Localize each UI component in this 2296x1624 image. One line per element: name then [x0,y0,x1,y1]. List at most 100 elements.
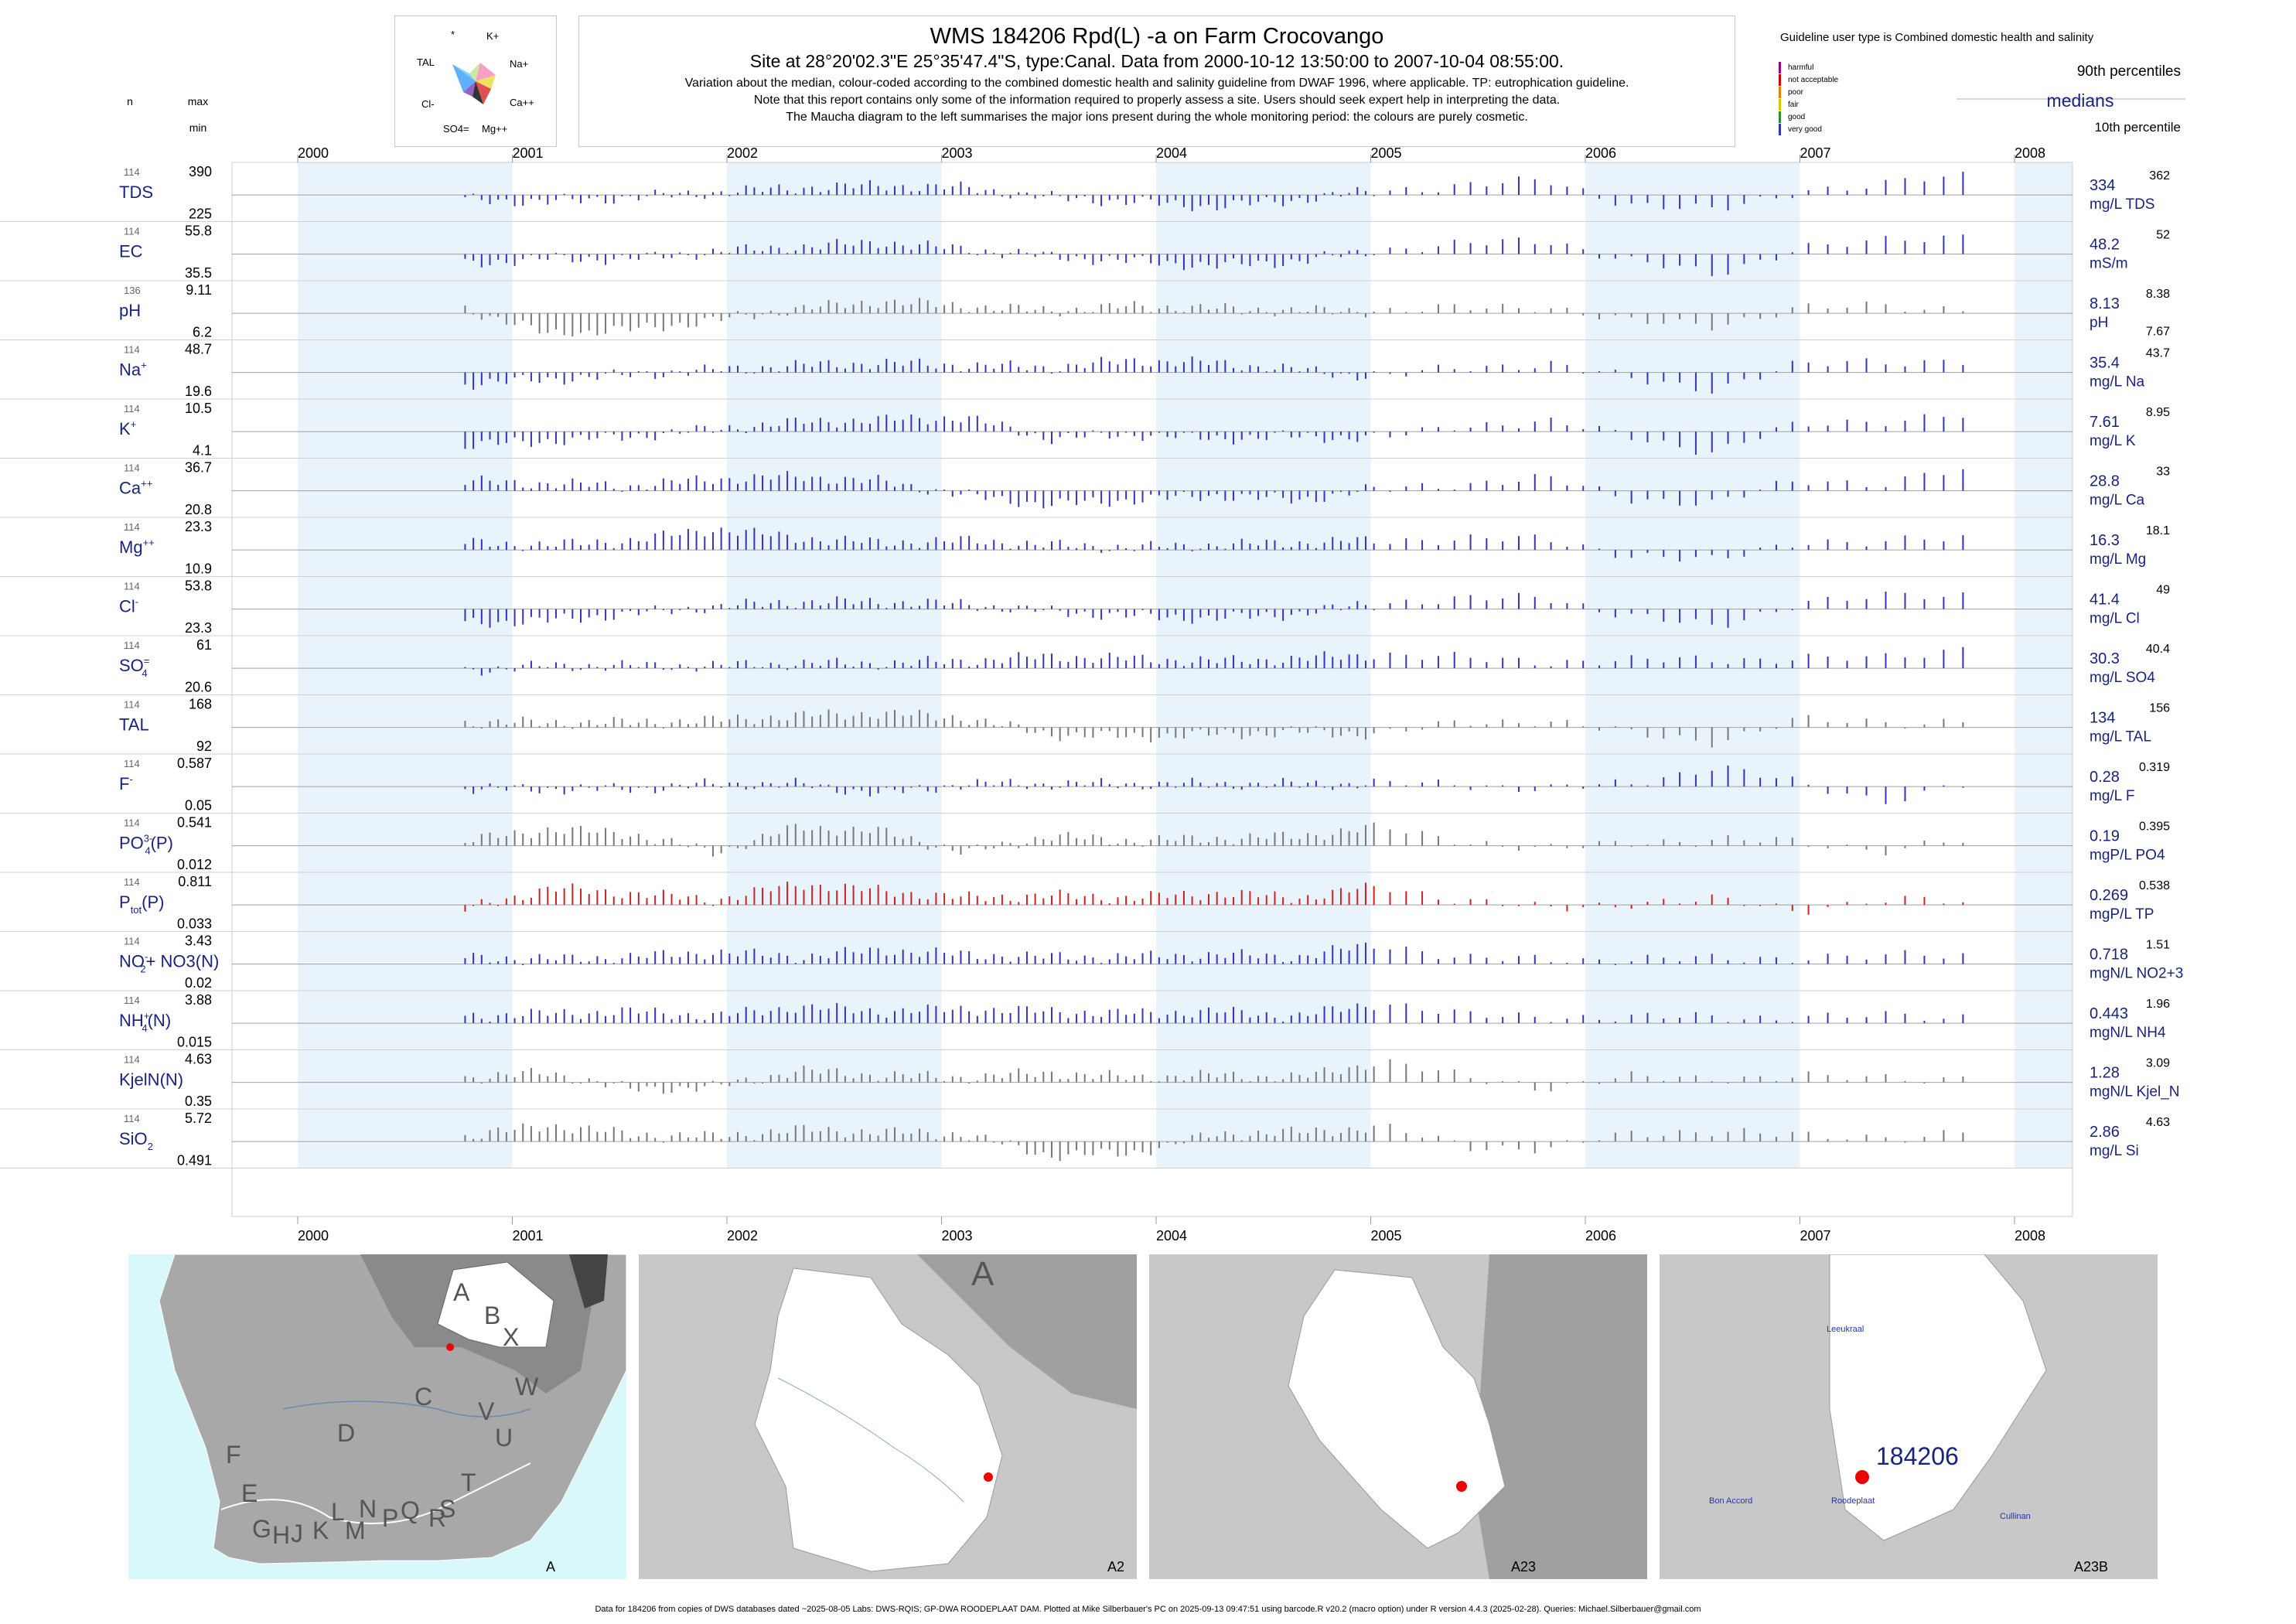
map-region-label: D [337,1419,355,1447]
row-max: 23.3 [185,519,212,534]
description-line: Note that this report contains only some… [753,94,1561,107]
map-region-label: M [345,1517,366,1544]
row-median: 134 [2090,710,2115,727]
row-p90: 3.09 [2146,1057,2170,1070]
map-region-label: F [226,1441,241,1469]
row-n: 114 [124,521,140,533]
legend-swatch [1779,111,1781,123]
row-unit: mg/L Ca [2090,493,2145,509]
variable-row-f: 114 0.587 0.05 F- 0.28 mg/L F 0.319 [0,756,2170,814]
row-median: 7.61 [2090,414,2120,431]
legend-class-label: harmful [1788,63,1813,72]
barcode-marks [464,1059,1964,1094]
row-n: 114 [124,758,140,769]
barcode-marks [464,822,1964,857]
row-unit: mgP/L TP [2090,906,2154,923]
legend-title: Guideline user type is Combined domestic… [1780,31,2094,44]
row-n: 114 [124,936,140,947]
map-region-label: E [241,1479,258,1507]
barcode-marks [464,527,1964,562]
row-max: 390 [189,164,212,179]
footer-note: Data for 184206 from copies of DWS datab… [595,1605,1701,1614]
row-p90: 40.4 [2146,643,2170,656]
row-p90: 52 [2156,229,2170,242]
row-unit: mgN/L NH4 [2090,1025,2166,1041]
x-tick-label: 2000 [298,145,329,161]
barcode-marks [464,882,1964,915]
row-max: 0.811 [178,874,212,889]
barcode-marks [464,1123,1964,1162]
map-panel-a2: A A2 [639,1254,1137,1579]
row-p10: 7.67 [2146,326,2170,339]
legend-medians: medians [2047,90,2114,111]
barcode-marks [464,414,1964,455]
row-p90: 362 [2149,169,2170,183]
chart-title: WMS 184206 Rpd(L) -a on Farm Crocovango [930,24,1384,49]
barcode-marks [464,234,1964,276]
row-min: 4.1 [193,443,212,459]
row-label: Cl- [119,596,138,616]
header-n: n [127,95,133,107]
barcode-marks [464,356,1964,394]
row-unit: mg/L K [2090,433,2136,449]
barcode-marks [464,647,1964,676]
row-max: 5.72 [185,1111,212,1126]
maucha-label: Cl- [421,98,435,110]
legend-swatch [1779,124,1781,135]
row-label: NO-2+ NO3(N) [119,951,219,975]
barcode-marks [464,943,1964,966]
legend-swatch [1779,87,1781,98]
site-info: Site at 28°20'02.3"E 25°35'47.4"S, type:… [749,51,1564,71]
site-marker [984,1472,993,1482]
row-unit: mg/L Si [2090,1143,2139,1159]
variable-row-ca: 114 36.7 20.8 Ca++ 28.8 mg/L Ca 33 [0,460,2170,518]
row-n: 114 [124,1054,140,1066]
row-unit: mg/L Na [2090,374,2145,391]
row-max: 4.63 [185,1052,212,1067]
maucha-label: Ca++ [510,97,534,108]
row-p90: 18.1 [2146,524,2170,537]
legend-p10: 10th percentile [2094,120,2181,135]
row-label: KjelN(N) [119,1070,183,1090]
x-tick-label: 2004 [1156,1228,1187,1244]
maucha-label: * [451,29,455,40]
row-min: 23.3 [185,620,212,636]
row-min: 92 [196,739,212,754]
variable-row-so4: 114 61 20.6 SO= 4 30.3 mg/L SO4 40.4 [0,637,2170,695]
place-label: Roodeplaat [1831,1496,1875,1506]
row-min: 0.05 [185,798,212,814]
row-median: 48.2 [2090,237,2120,254]
x-tick-label: 2006 [1585,1228,1616,1244]
year-shade [1585,162,1800,1169]
row-unit: pH [2090,315,2108,331]
plot-frame [231,162,2073,1217]
x-tick-label: 2001 [512,1228,543,1244]
site-marker [446,1343,454,1351]
row-unit: mgN/L Kjel_N [2090,1084,2180,1100]
variable-row-mg: 114 23.3 10.9 Mg++ 16.3 mg/L Mg 18.1 [0,519,2170,577]
row-max: 55.8 [185,223,212,239]
row-max: 0.541 [177,815,212,831]
variable-row-na: 114 48.7 19.6 Na+ 35.4 mg/L Na 43.7 [0,342,2170,400]
x-tick-label: 2005 [1370,1228,1401,1244]
row-min: 20.8 [185,502,212,517]
maucha-label: Mg++ [482,123,507,135]
row-p90: 43.7 [2146,347,2170,360]
row-n: 114 [124,226,140,237]
map-region-label: N [359,1495,377,1523]
row-median: 0.718 [2090,947,2128,964]
row-median: 0.28 [2090,769,2120,786]
map-region-label: X [503,1323,519,1351]
row-label: EC [119,242,143,261]
x-tick-label: 2007 [1800,1228,1830,1244]
map-region-label: K [312,1517,329,1544]
map-panel-a23: A23 [1149,1254,1647,1579]
map-panel-label: A2 [1107,1559,1124,1575]
row-p90: 156 [2149,702,2170,715]
map-region-label: P [382,1504,398,1532]
x-tick-label: 2007 [1800,145,1830,161]
year-shade [2015,162,2073,1169]
row-p90: 8.38 [2146,288,2170,301]
